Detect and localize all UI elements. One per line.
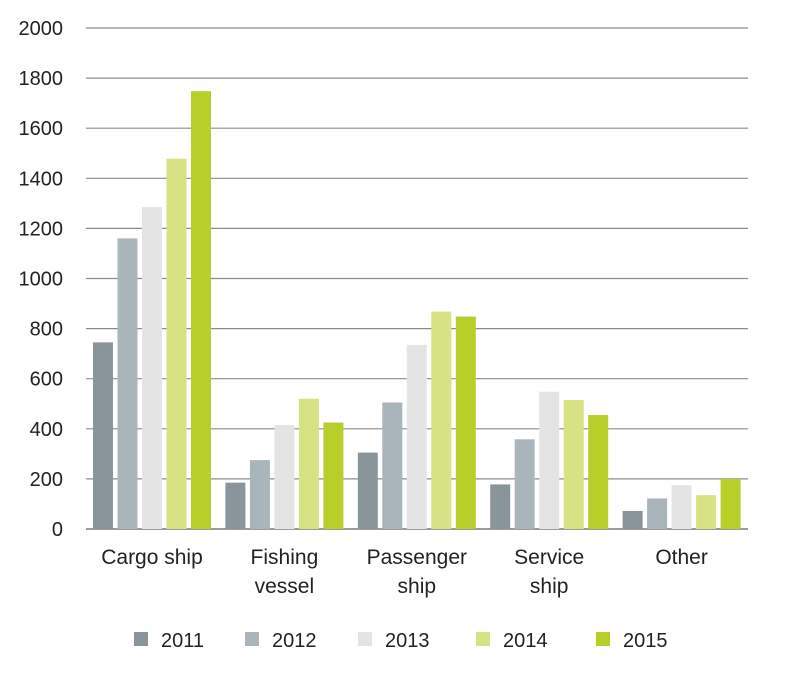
y-tick-label: 200 [30,469,63,491]
y-tick-label: 1400 [19,168,64,190]
legend-swatch-2013 [358,632,372,646]
y-tick-label: 1200 [19,218,64,240]
bar-2012-other [647,498,668,529]
legend-label-2012: 2012 [272,630,317,652]
bar-2012-cargo-ship [117,238,138,530]
bar-2011-cargo-ship [93,342,113,529]
bar-2013-passenger-ship [406,344,427,529]
bar-2013-other [671,485,692,529]
y-tick-label: 1000 [19,269,64,291]
legend-label-2013: 2013 [385,630,430,652]
legend: 2011 2012 2013 2014 2015 [134,630,668,652]
y-tick-label: 2000 [19,18,64,40]
y-tick-label: 400 [30,419,63,441]
legend-label-2015: 2015 [623,630,668,652]
legend-swatch-2014 [476,632,490,646]
bar-2015-cargo-ship [191,91,211,529]
legend-label-2011: 2011 [161,630,204,652]
y-axis: 0 200 400 600 800 1000 1200 1400 1600 1800 2000 [19,18,64,541]
bar-2015-fishing-vessel [323,422,344,529]
y-tick-label: 1800 [19,68,64,90]
bars [93,91,741,530]
bar-2014-fishing-vessel [298,398,319,529]
x-category-label: ship [530,575,569,598]
x-category-label: Other [655,546,708,569]
legend-swatch-2012 [245,632,259,646]
bar-2015-service-ship [588,415,609,529]
bar-2012-fishing-vessel [249,460,270,529]
bar-2013-fishing-vessel [274,425,295,529]
x-category-label: ship [398,575,437,598]
bar-2011-passenger-ship [357,452,378,529]
bar-2011-fishing-vessel [225,482,246,529]
bar-2013-cargo-ship [142,207,162,530]
bar-2015-other [720,478,741,529]
legend-swatch-2015 [596,632,610,646]
bar-2014-cargo-ship [166,158,187,530]
bar-2014-other [696,495,717,529]
x-category-label: Cargo ship [101,546,203,569]
y-tick-label: 800 [30,319,63,341]
bar-2014-service-ship [563,399,584,529]
bar-2011-service-ship [490,484,511,529]
bar-2011-other [622,510,643,529]
bar-2013-service-ship [539,391,560,529]
legend-swatch-2011 [134,632,148,646]
x-category-label: Fishing [251,546,319,569]
x-category-label: Service [514,546,584,569]
y-tick-label: 1600 [19,118,64,140]
bar-2012-service-ship [514,439,535,529]
y-tick-label: 600 [30,369,63,391]
bar-2015-passenger-ship [455,316,476,529]
y-tick-label: 0 [52,519,63,541]
legend-label-2014: 2014 [503,630,548,652]
bar-2012-passenger-ship [382,402,403,529]
x-category-label: Passenger [367,546,467,569]
x-category-label: vessel [255,575,315,598]
bar-2014-passenger-ship [431,311,452,529]
x-axis: Cargo ship Fishing vessel Passenger ship Serv… [101,546,708,598]
